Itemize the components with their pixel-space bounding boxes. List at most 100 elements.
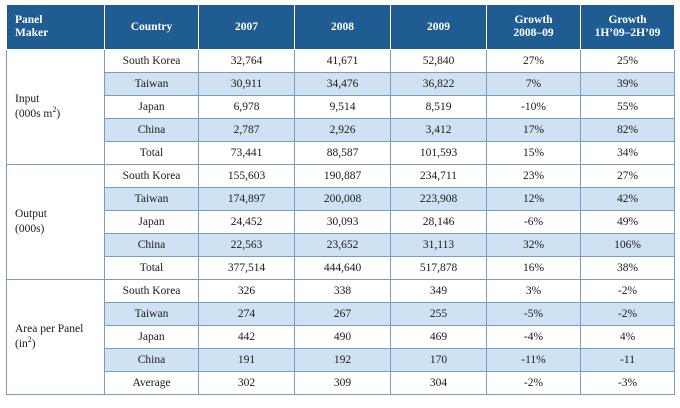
value-cell: 200,008 [294, 187, 391, 211]
value-cell: 42% [580, 187, 675, 211]
header-growth-a-line2: 2008–09 [513, 27, 554, 39]
table-row: Total 377,514 444,640 517,878 16% 38% [7, 256, 675, 280]
header-growth-b-line2: 1H’09–2H’09 [594, 27, 661, 39]
value-cell: 442 [198, 325, 295, 349]
value-cell: 155,603 [198, 164, 295, 188]
value-cell: -10% [486, 95, 581, 119]
group-label-line1: Output [15, 208, 47, 220]
table-row: China 22,563 23,652 31,113 32% 106% [7, 233, 675, 257]
value-cell: 326 [198, 279, 295, 303]
header-growth-2008-09: Growth 2008–09 [486, 4, 581, 50]
value-cell: 49% [580, 210, 675, 234]
value-cell: 73,441 [198, 141, 295, 165]
country-cell: Japan [104, 325, 199, 349]
table-row: Total 73,441 88,587 101,593 15% 34% [7, 141, 675, 165]
header-growth-1h-2h: Growth 1H’09–2H’09 [580, 4, 675, 50]
value-cell: -5% [486, 302, 581, 326]
country-cell: South Korea [104, 49, 199, 73]
value-cell: 12% [486, 187, 581, 211]
table-row: China 191 192 170 -11% -11 [7, 348, 675, 372]
value-cell: 170 [390, 348, 487, 372]
value-cell: 3,412 [390, 118, 487, 142]
table-row: Taiwan 30,911 34,476 36,822 7% 39% [7, 72, 675, 96]
value-cell: 304 [390, 371, 487, 395]
value-cell: 101,593 [390, 141, 487, 165]
table-row: Japan 6,978 9,514 8,519 -10% 55% [7, 95, 675, 119]
value-cell: 2,787 [198, 118, 295, 142]
country-cell: Taiwan [104, 302, 199, 326]
group-label-line2: (in [15, 338, 28, 350]
value-cell: 32% [486, 233, 581, 257]
country-cell: South Korea [104, 164, 199, 188]
value-cell: 377,514 [198, 256, 295, 280]
value-cell: 27% [580, 164, 675, 188]
value-cell: 223,908 [390, 187, 487, 211]
value-cell: -2% [580, 302, 675, 326]
value-cell: -4% [486, 325, 581, 349]
value-cell: -2% [486, 371, 581, 395]
header-panel-maker-line1: Panel [15, 14, 43, 26]
value-cell: 4% [580, 325, 675, 349]
value-cell: 31,113 [390, 233, 487, 257]
value-cell: 34,476 [294, 72, 391, 96]
group-label-area: Area per Panel (in2) [6, 279, 105, 395]
group-label-superscript: 2 [27, 335, 32, 345]
table-body: Input (000s m2) South Korea 32,764 41,671 52,… [6, 49, 675, 395]
table-row: Input (000s m2) South Korea 32,764 41,671 52,… [6, 49, 675, 165]
header-country: Country [104, 4, 199, 50]
table-row: Japan 442 490 469 -4% 4% [7, 325, 675, 349]
value-cell: 39% [580, 72, 675, 96]
group-label-tail: ) [56, 108, 61, 120]
value-cell: 469 [390, 325, 487, 349]
group-label-input: Input (000s m2) [6, 49, 105, 165]
value-cell: 517,878 [390, 256, 487, 280]
value-cell: -2% [580, 279, 675, 303]
header-panel-maker-line2: Maker [15, 27, 49, 39]
value-cell: 255 [390, 302, 487, 326]
group-label-line1: Area per Panel [15, 323, 84, 335]
value-cell: -3% [580, 371, 675, 395]
country-cell: Taiwan [104, 187, 199, 211]
value-cell: 22,563 [198, 233, 295, 257]
value-cell: 38% [580, 256, 675, 280]
value-cell: 23% [486, 164, 581, 188]
value-cell: 190,887 [294, 164, 391, 188]
value-cell: -11% [486, 348, 581, 372]
value-cell: 32,764 [198, 49, 295, 73]
header-2008: 2008 [294, 4, 391, 50]
group-label-line2: (000s m [15, 108, 53, 120]
value-cell: 338 [294, 279, 391, 303]
country-cell: Total [104, 256, 199, 280]
value-cell: 16% [486, 256, 581, 280]
group-label-output: Output (000s) [6, 164, 105, 280]
country-cell: Japan [104, 210, 199, 234]
table-row: Taiwan 274 267 255 -5% -2% [7, 302, 675, 326]
value-cell: 24,452 [198, 210, 295, 234]
header-growth-b-line1: Growth [608, 14, 647, 26]
value-cell: -11 [580, 348, 675, 372]
value-cell: 52,840 [390, 49, 487, 73]
table-row: Average 302 309 304 -2% -3% [7, 371, 675, 395]
data-table-container: Panel Maker Country 2007 2008 2009 Growt… [6, 4, 675, 395]
header-growth-a-line1: Growth [514, 14, 553, 26]
country-cell: Japan [104, 95, 199, 119]
value-cell: 309 [294, 371, 391, 395]
value-cell: 55% [580, 95, 675, 119]
country-cell: South Korea [104, 279, 199, 303]
value-cell: 30,093 [294, 210, 391, 234]
value-cell: 6,978 [198, 95, 295, 119]
country-cell: China [104, 233, 199, 257]
value-cell: 82% [580, 118, 675, 142]
value-cell: 490 [294, 325, 391, 349]
country-cell: Taiwan [104, 72, 199, 96]
value-cell: 106% [580, 233, 675, 257]
value-cell: 36,822 [390, 72, 487, 96]
group-label-line1: Input [15, 93, 40, 105]
value-cell: 28,146 [390, 210, 487, 234]
value-cell: 7% [486, 72, 581, 96]
value-cell: 15% [486, 141, 581, 165]
value-cell: 274 [198, 302, 295, 326]
group-label-tail: ) [31, 338, 36, 350]
value-cell: 88,587 [294, 141, 391, 165]
table-row: China 2,787 2,926 3,412 17% 82% [7, 118, 675, 142]
